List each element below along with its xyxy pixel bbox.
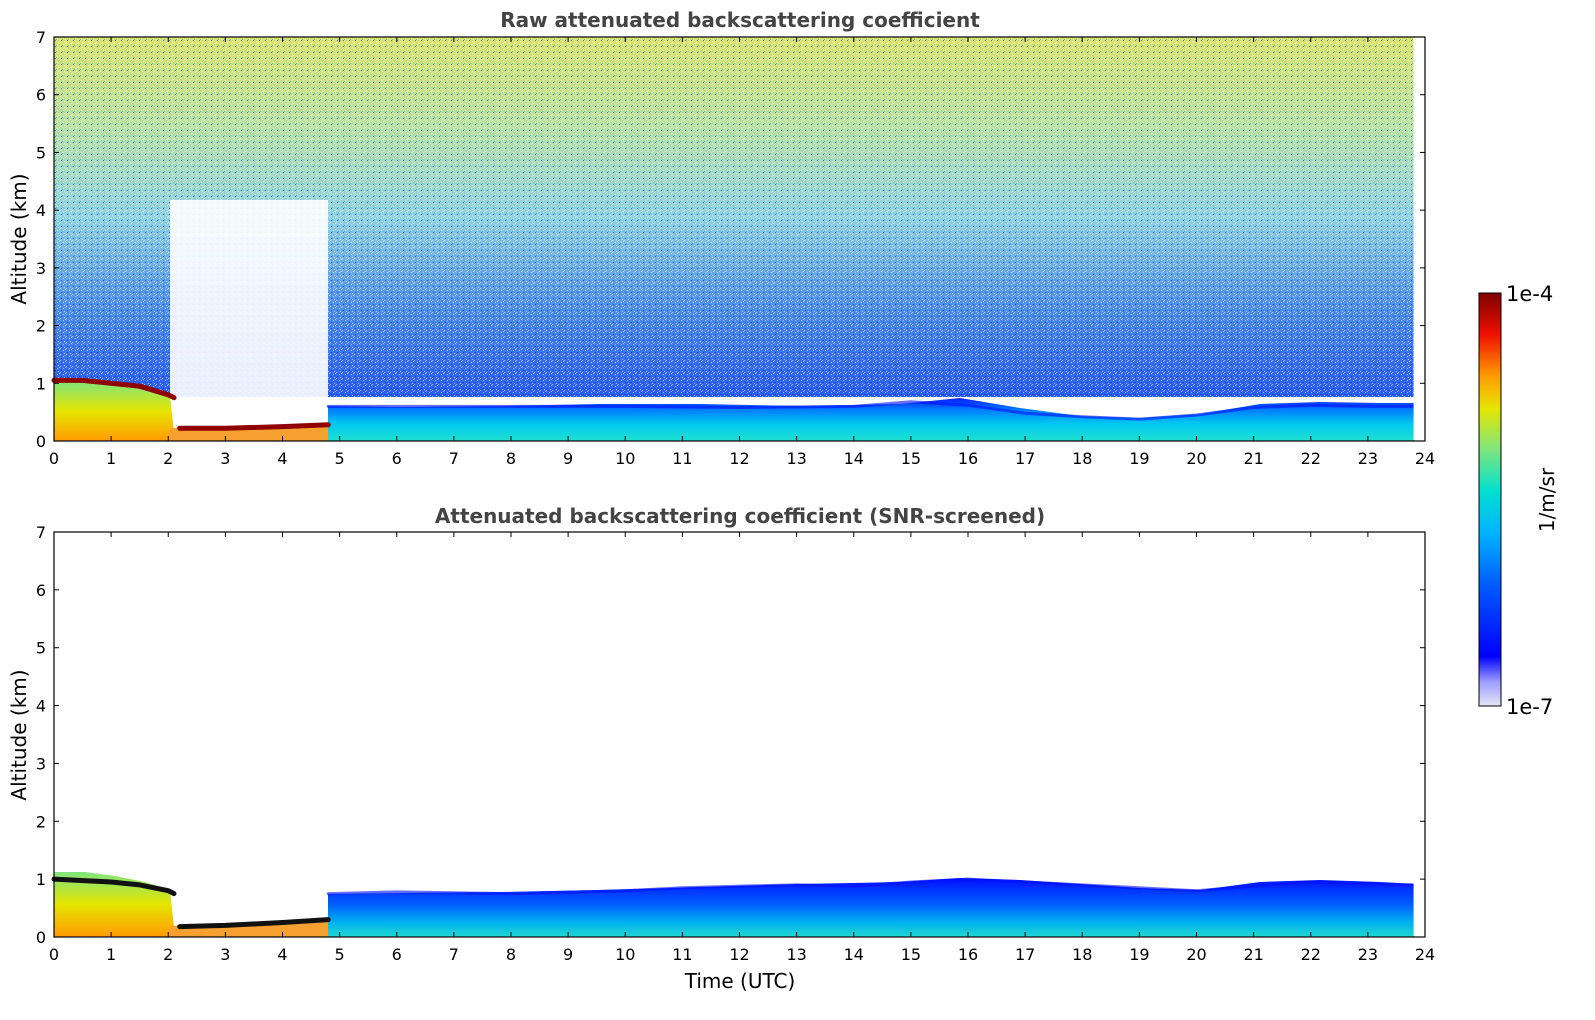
panel-raw: Raw attenuated backscattering coefficien…	[7, 8, 1435, 468]
y-tick-label: 1	[36, 374, 46, 393]
y-tick-label: 6	[36, 86, 46, 105]
x-tick-label: 4	[277, 449, 287, 468]
no-data-region	[1413, 533, 1424, 936]
layer-lines	[51, 533, 1424, 936]
x-tick-label: 6	[392, 945, 402, 964]
colorbar-min-label: 1e-7	[1506, 695, 1553, 719]
colorbar-gradient	[1478, 292, 1502, 707]
layer-line	[51, 876, 177, 897]
y-tick-label: 0	[36, 432, 46, 451]
x-tick-label: 5	[335, 449, 345, 468]
y-tick-label: 0	[36, 928, 46, 947]
x-tick-label: 24	[1415, 449, 1435, 468]
x-tick-label: 20	[1186, 945, 1206, 964]
layer-line	[326, 400, 1416, 421]
y-axis-ticks: 0 1 2 3 4 5 6 7	[36, 523, 1425, 947]
x-tick-label: 21	[1243, 945, 1263, 964]
colorbar: 1e-4 1e-7 1/m/sr	[1478, 282, 1559, 719]
x-tick-label: 12	[729, 945, 749, 964]
x-tick-label: 15	[901, 449, 921, 468]
x-tick-label: 0	[49, 449, 59, 468]
x-tick-label: 8	[506, 449, 516, 468]
x-tick-label: 17	[1015, 945, 1035, 964]
y-tick-label: 5	[36, 143, 46, 162]
x-tick-label: 13	[786, 449, 806, 468]
heatmap-image	[54, 37, 1415, 441]
y-tick-label: 2	[36, 812, 46, 831]
colorbar-max-label: 1e-4	[1506, 282, 1553, 306]
x-tick-label: 4	[277, 945, 287, 964]
no-data-region	[1413, 38, 1424, 440]
layer-line	[51, 377, 177, 401]
x-tick-label: 1	[106, 449, 116, 468]
x-tick-label: 22	[1301, 449, 1321, 468]
plot-frame	[53, 531, 1426, 938]
layer-line	[177, 422, 331, 431]
y-axis-label: Altitude (km)	[7, 173, 31, 304]
y-tick-label: 7	[36, 28, 46, 47]
y-tick-label: 3	[36, 754, 46, 773]
y-tick-label: 5	[36, 639, 46, 658]
x-tick-label: 0	[49, 945, 59, 964]
x-tick-label: 10	[615, 449, 635, 468]
heatmap-image	[54, 872, 1415, 937]
x-axis-ticks: 0 1 2 3 4 5 6 7 8 9 10 11 12 13 14 15 16 17 18 19 20 21 22 23 24	[49, 532, 1435, 964]
x-tick-label: 2	[163, 449, 173, 468]
panel-title: Raw attenuated backscattering coefficien…	[500, 8, 980, 32]
x-tick-label: 22	[1301, 945, 1321, 964]
x-tick-label: 11	[672, 449, 692, 468]
layer-lines	[51, 38, 1424, 440]
x-tick-label: 12	[729, 449, 749, 468]
x-tick-label: 6	[392, 449, 402, 468]
layer-line	[326, 877, 1416, 896]
x-tick-label: 15	[901, 945, 921, 964]
x-tick-label: 16	[958, 449, 978, 468]
x-tick-label: 14	[844, 945, 864, 964]
early-cloud-fill	[54, 381, 175, 441]
x-tick-label: 24	[1415, 945, 1435, 964]
x-tick-label: 13	[786, 945, 806, 964]
y-tick-label: 4	[36, 201, 46, 220]
x-tick-label: 7	[449, 449, 459, 468]
y-tick-label: 6	[36, 581, 46, 600]
y-tick-label: 3	[36, 259, 46, 278]
x-tick-label: 9	[563, 449, 573, 468]
y-tick-label: 1	[36, 870, 46, 889]
x-tick-label: 3	[220, 449, 230, 468]
x-tick-label: 11	[672, 945, 692, 964]
boundary-layer-fill	[328, 398, 1415, 441]
y-axis-label: Altitude (km)	[7, 669, 31, 800]
clear-gap-region	[170, 200, 328, 420]
y-tick-label: 4	[36, 697, 46, 716]
y-tick-label: 2	[36, 317, 46, 336]
x-tick-label: 7	[449, 945, 459, 964]
x-tick-label: 21	[1243, 449, 1263, 468]
x-tick-label: 18	[1072, 449, 1092, 468]
x-tick-label: 10	[615, 945, 635, 964]
x-tick-label: 17	[1015, 449, 1035, 468]
colorbar-unit-label: 1/m/sr	[1535, 467, 1559, 532]
x-tick-label: 19	[1129, 945, 1149, 964]
panel-title: Attenuated backscattering coefficient (S…	[435, 504, 1045, 528]
layer-line	[177, 917, 331, 930]
x-tick-label: 14	[844, 449, 864, 468]
x-tick-label: 2	[163, 945, 173, 964]
x-tick-label: 20	[1186, 449, 1206, 468]
x-tick-label: 1	[106, 945, 116, 964]
x-tick-label: 8	[506, 945, 516, 964]
x-tick-label: 5	[335, 945, 345, 964]
x-axis-ticks: 0 1 2 3 4 5 6 7 8 9 10 11 12 13 14 15 16 17 18 19 20 21 22 23 24	[49, 37, 1435, 468]
panel-screened: Attenuated backscattering coefficient (S…	[7, 504, 1435, 993]
x-tick-label: 23	[1358, 945, 1378, 964]
y-tick-label: 7	[36, 523, 46, 542]
x-tick-label: 9	[563, 945, 573, 964]
x-tick-label: 23	[1358, 449, 1378, 468]
x-axis-label: Time (UTC)	[684, 969, 796, 993]
x-tick-label: 16	[958, 945, 978, 964]
x-tick-label: 19	[1129, 449, 1149, 468]
x-tick-label: 3	[220, 945, 230, 964]
x-tick-label: 18	[1072, 945, 1092, 964]
y-axis-ticks: 0 1 2 3 4 5 6 7	[36, 28, 1425, 451]
